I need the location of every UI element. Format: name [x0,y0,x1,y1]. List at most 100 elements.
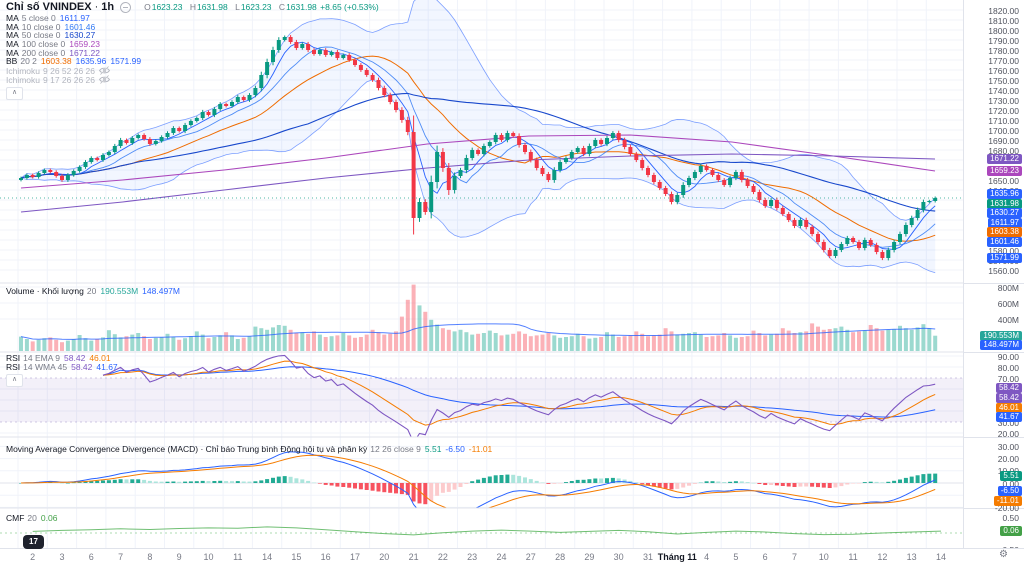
low-value: 1623.23 [240,2,272,12]
tradingview-logo[interactable]: 17 [23,535,44,549]
scale-tick: 1760.00 [988,65,1019,76]
scale-tick: 1780.00 [988,45,1019,56]
legend-row-bb-20[interactable]: BB 20 2 1603.38 1635.96 1571.99 [6,56,142,67]
time-label: 2 [30,552,36,562]
interval-label[interactable]: 1h [101,1,115,13]
time-label: 7 [791,552,798,562]
scale-tick: 20.00 [997,428,1019,439]
high-value: 1631.98 [196,2,228,12]
time-label: 8 [147,552,153,562]
scale-tick: 1800.00 [988,25,1019,36]
scale-tick: 1700.00 [988,125,1019,136]
scale-value-badge: 1635.96 [987,189,1022,199]
time-label: 11 [233,552,243,562]
scale-tick: 1740.00 [988,85,1019,96]
scale-tick: 1730.00 [988,95,1019,106]
scale-tick: 90.00 [997,351,1019,362]
scale-value-badge: 1571.99 [987,253,1022,263]
legend-row-rsi[interactable]: RSI 14 EMA 9 58.42 46.01 [6,353,111,363]
time-label: 7 [118,552,124,562]
scale-value-badge: 1601.46 [987,237,1022,247]
scale-tick: 70.00 [997,373,1019,384]
legend-row-ma-50[interactable]: MA 50 close 0 1630.27 [6,30,96,41]
time-label: 10 [818,552,829,562]
time-label: 4 [704,552,710,562]
scale-value-badge: 46.01 [995,402,1022,413]
scale-value-badge: -11.01 [993,495,1022,506]
scale-tick: -20.00 [994,502,1019,513]
legend-row-ichimoku[interactable]: Ichimoku 9 17 26 26 26 [6,74,379,84]
scale-tick: 20.00 [997,454,1019,465]
time-label: 13 [906,552,917,562]
time-label: 30 [613,552,624,562]
symbol-name: Chỉ số VNINDEX [6,1,92,13]
time-label: 9 [176,552,182,562]
rsi-pane-legend: RSI 14 EMA 9 58.42 46.01 RSI 14 WMA 45 58.42 41… [6,353,118,388]
price-scale-column[interactable]: 1820.00 1810.00 1800.00 1790.00 1780.00 1770.… [963,0,1024,555]
scale-value-badge: 58.42 [995,383,1022,394]
scale-tick: 1770.00 [988,55,1019,66]
time-axis[interactable]: 2 3 6 7 8 9 10 11 14 15 16 17 20 21 22 23 24 27 28 29 30 31 Th… [0,548,1024,565]
title-separator: · [94,1,99,13]
scale-value-badge: 5.51 [1000,471,1022,482]
time-label: 20 [379,552,390,562]
legend-row-cmf[interactable]: CMF 20 0.06 [6,513,58,523]
ohlc-readout: O1623.23 H1631.98 L1623.23 C1631.98 +8.6… [144,2,379,12]
scale-tick: 1820.00 [988,5,1019,16]
scale-value-badge: 58.42 [995,393,1022,404]
change-value: +8.65 (+0.53%) [320,2,379,12]
time-label: 12 [877,552,888,562]
time-label: Tháng 11 [657,552,697,562]
legend-row-ma-200[interactable]: MA 200 close 0 1671.22 [6,47,100,58]
legend-row-ma-100[interactable]: MA 100 close 0 1659.23 [6,39,100,50]
scale-tick: 1690.00 [988,135,1019,146]
legend-row-ma-5[interactable]: MA 5 close 0 1611.97 [6,13,90,23]
collapse-indicators-button[interactable]: ∧ [6,86,23,100]
legend-row-rsi[interactable]: RSI 14 WMA 45 58.42 41.67 [6,361,118,372]
ma-legend-rows: MA 5 close 0 1611.97 MA 10 close 0 1601.46 MA 5… [6,14,379,66]
legend-row-ichimoku[interactable]: Ichimoku 9 26 52 26 26 [6,66,379,75]
time-label: 14 [935,552,947,562]
scale-value-badge: 1630.27 [987,208,1022,219]
scale-tick: 800M [997,282,1019,293]
macd-pane-legend: Moving Average Convergence Divergence (M… [6,445,492,454]
scale-value-badge: 1611.97 [987,217,1022,228]
open-value: 1623.23 [151,2,183,12]
eye-off-icon[interactable] [99,66,110,76]
eye-off-icon[interactable] [99,74,110,84]
time-label: 23 [467,552,478,562]
scale-tick: 1580.00 [988,245,1019,256]
time-label: 3 [59,552,65,562]
symbol-title-row[interactable]: Chỉ số VNINDEX · 1h O1623.23 H1631.98 L1… [6,1,379,14]
scale-tick: 30.00 [997,441,1019,452]
time-label: 6 [88,552,94,562]
legend-row-macd[interactable]: Moving Average Convergence Divergence (M… [6,444,493,454]
time-label: 28 [555,552,566,562]
time-label: 10 [203,552,214,562]
scale-tick: 1750.00 [988,75,1019,86]
scale-tick: 1810.00 [988,15,1019,26]
time-label: 5 [733,552,739,562]
scale-tick: 80.00 [997,362,1019,373]
settings-gear-icon[interactable]: ⚙ [999,549,1008,560]
collapse-rsi-button[interactable]: ∧ [6,374,23,388]
legend-row-ma-10[interactable]: MA 10 close 0 1601.46 [6,21,96,32]
scale-tick: 30.00 [997,417,1019,428]
scale-value-badge: 1659.23 [987,165,1022,176]
scale-tick: 1790.00 [988,35,1019,46]
symbol-more-icon[interactable] [120,2,132,13]
ichimoku-legend-rows: Ichimoku 9 26 52 26 26 Ichimoku 9 17 26 26 … [6,66,379,84]
scale-tick: 1710.00 [988,115,1019,126]
scale-value-badge: 1631.98 [987,198,1022,209]
scale-value-badge: 1671.22 [987,153,1022,164]
scale-tick: 1560.00 [988,265,1019,276]
time-label: 14 [262,552,273,562]
time-label: 21 [408,552,419,562]
cmf-pane-legend: CMF 20 0.06 [6,514,57,523]
legend-row-volume[interactable]: Volume · Khối lượng 20 190.553M 148.497M [6,286,180,296]
price-pane-legend: Chỉ số VNINDEX · 1h O1623.23 H1631.98 L1… [6,1,379,100]
scale-value-badge: 1603.38 [987,227,1022,238]
time-label: 27 [525,552,536,562]
